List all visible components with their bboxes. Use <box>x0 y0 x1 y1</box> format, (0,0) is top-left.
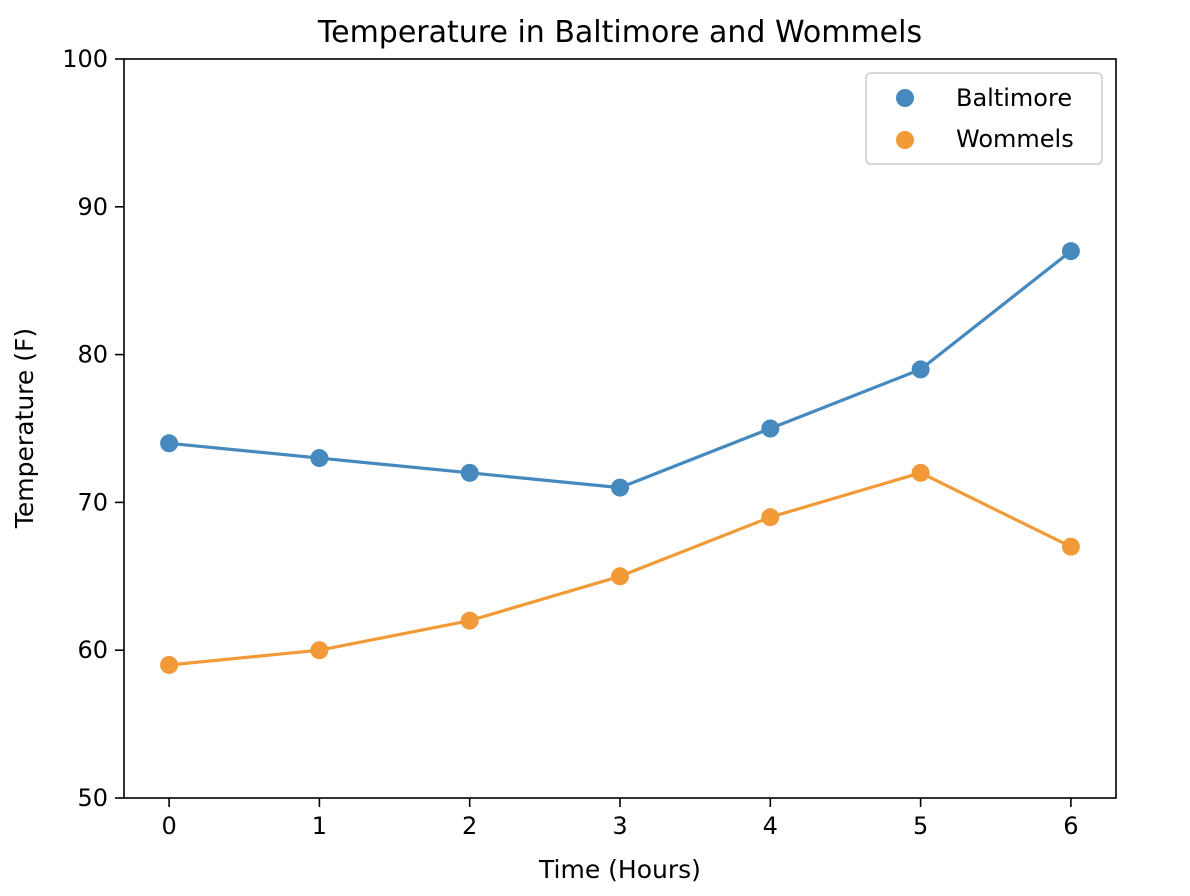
x-tick-label: 4 <box>763 812 778 840</box>
data-point-baltimore <box>160 434 179 453</box>
data-point-baltimore <box>911 360 930 379</box>
legend-marker-baltimore <box>896 89 914 107</box>
y-tick-label: 60 <box>77 636 108 664</box>
data-point-baltimore <box>310 449 329 468</box>
data-point-baltimore <box>460 463 479 482</box>
legend-label-baltimore: Baltimore <box>956 84 1072 112</box>
y-tick-label: 50 <box>77 784 108 812</box>
y-axis-label: Temperature (F) <box>10 328 39 529</box>
data-point-baltimore <box>761 419 780 438</box>
x-tick-label: 5 <box>913 812 928 840</box>
x-axis-label: Time (Hours) <box>538 855 701 884</box>
x-tick-label: 1 <box>312 812 327 840</box>
plot-marks <box>160 242 1080 674</box>
y-tick-label: 100 <box>62 45 108 73</box>
data-point-wommels <box>911 463 930 482</box>
data-point-wommels <box>160 655 179 674</box>
x-tick-label: 2 <box>462 812 477 840</box>
x-tick-label: 3 <box>612 812 627 840</box>
y-axis-ticks: 50 60 70 80 90 100 <box>62 45 124 812</box>
legend-marker-wommels <box>896 131 914 149</box>
data-point-wommels <box>460 611 479 630</box>
x-tick-label: 0 <box>161 812 176 840</box>
x-axis-ticks: 0 1 2 3 4 5 6 <box>161 798 1079 840</box>
data-point-wommels <box>310 641 329 660</box>
x-tick-label: 6 <box>1063 812 1078 840</box>
data-point-wommels <box>761 508 780 527</box>
data-point-wommels <box>611 567 629 586</box>
legend: Baltimore Wommels <box>865 72 1103 165</box>
legend-label-wommels: Wommels <box>956 125 1074 153</box>
data-point-baltimore <box>1061 242 1080 261</box>
y-tick-label: 80 <box>77 341 108 369</box>
data-point-baltimore <box>611 478 629 497</box>
y-tick-label: 90 <box>77 193 108 221</box>
data-point-wommels <box>1061 537 1080 556</box>
legend-box <box>865 72 1103 165</box>
series-line-baltimore <box>168 249 1072 490</box>
plot-area-frame <box>123 58 1117 799</box>
chart-title: Temperature in Baltimore and Wommels <box>317 15 922 50</box>
y-tick-label: 70 <box>77 488 108 516</box>
